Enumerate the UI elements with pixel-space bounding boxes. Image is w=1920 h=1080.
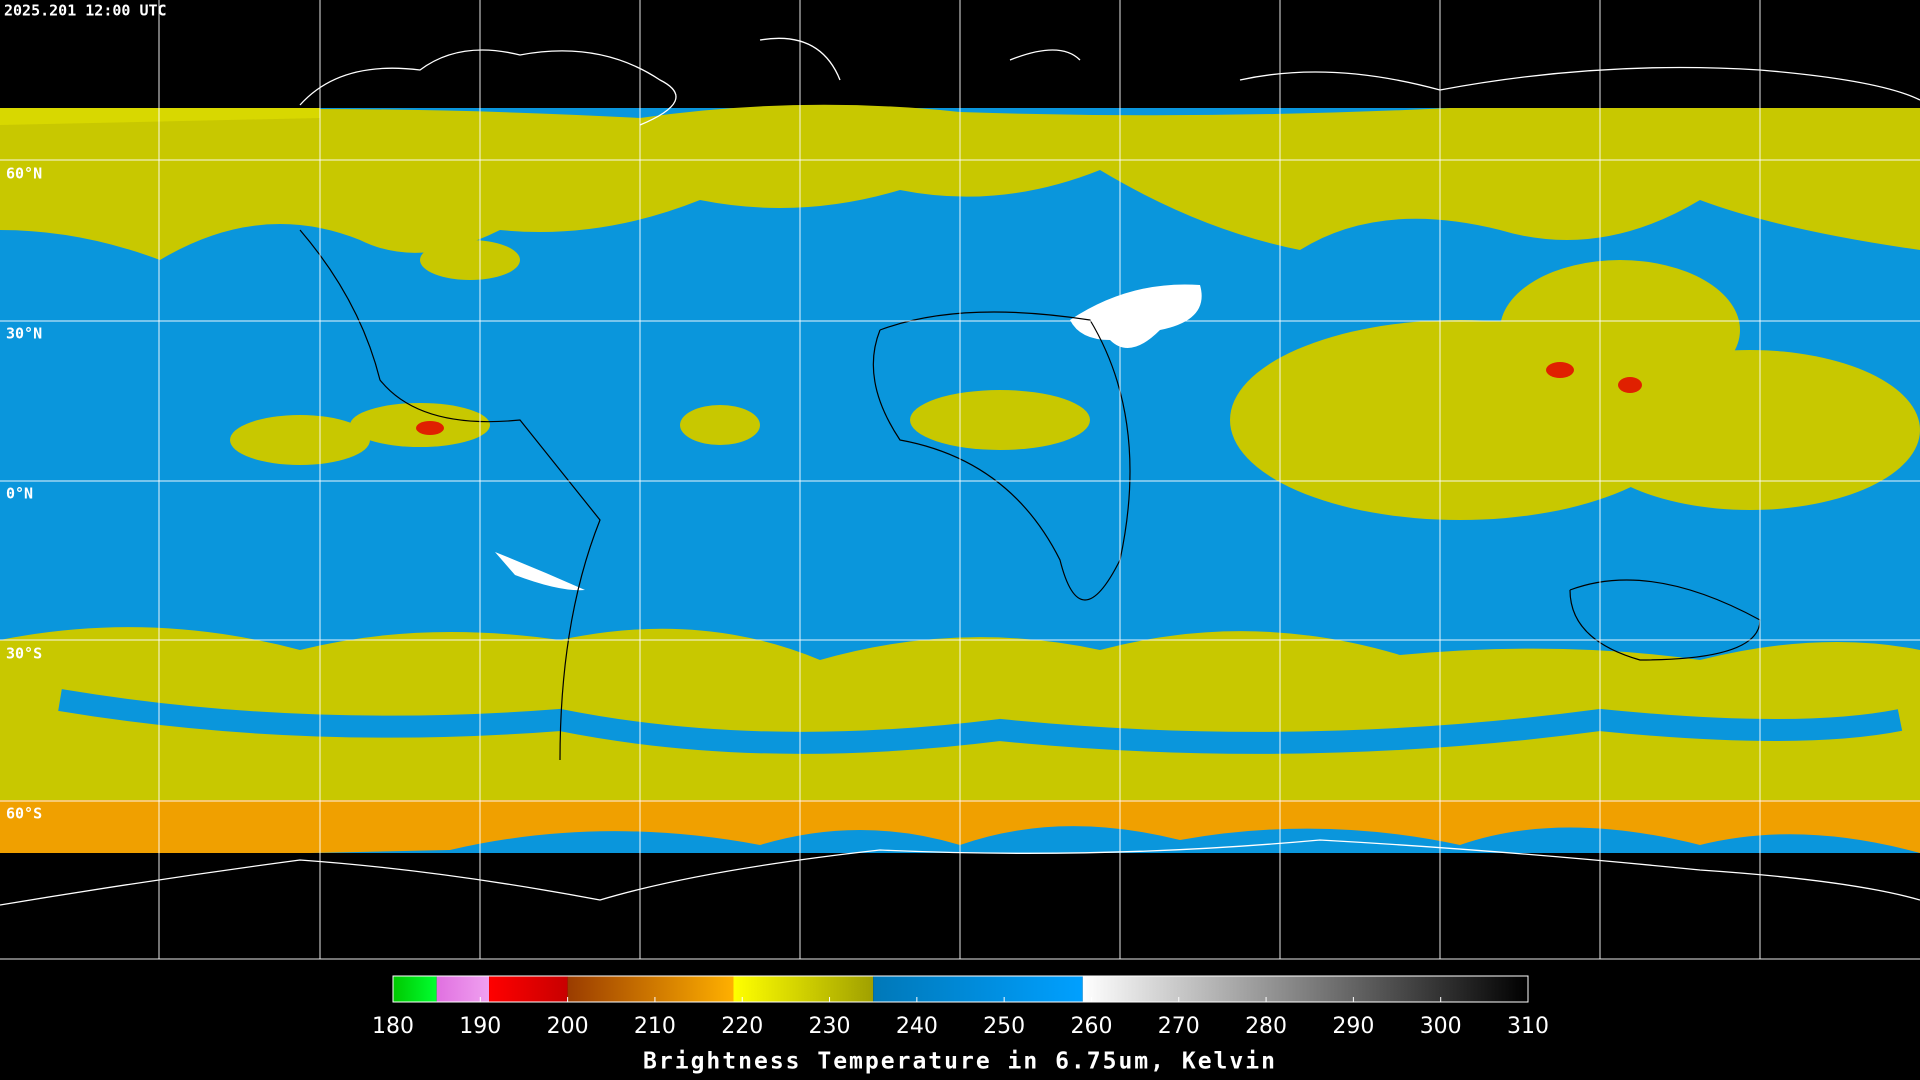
coastline-antarctica (0, 839, 1920, 906)
colorbar-segment (489, 976, 568, 1002)
moist-streak (58, 689, 1903, 754)
colorbar-tick-label: 280 (1245, 1014, 1287, 1039)
coastlines (0, 37, 1920, 906)
colorbar-tick-label: 230 (809, 1014, 851, 1039)
colorbar-segment (393, 976, 437, 1002)
convection-core (1618, 377, 1642, 393)
convection (230, 415, 370, 465)
colorbar-segment (1082, 976, 1528, 1002)
coastline (299, 229, 1761, 761)
coastline-north (299, 37, 1920, 126)
latitude-label: 30°N (6, 325, 42, 343)
colorbar-tick-label: 270 (1158, 1014, 1200, 1039)
colorbar-segment (567, 976, 734, 1002)
colorbar-segment (873, 976, 1083, 1002)
dry-patch (1070, 284, 1202, 348)
latitude-label: 60°S (6, 805, 42, 823)
colorbar-segment (733, 976, 874, 1002)
colorbar-tick-label: 260 (1070, 1014, 1112, 1039)
dry-band-edge (0, 108, 320, 125)
convection (910, 390, 1090, 450)
colorbar-tick-label: 220 (721, 1014, 763, 1039)
convection (420, 240, 520, 280)
graticule (0, 0, 1920, 960)
colorbar-tick-label: 210 (634, 1014, 676, 1039)
colorbar-tick-label: 200 (547, 1014, 589, 1039)
latitude-label: 60°N (6, 165, 42, 183)
dry-patch (495, 552, 585, 591)
timestamp: 2025.201 12:00 UTC (4, 2, 167, 20)
convection (1500, 260, 1740, 400)
colorbar-tick-label: 310 (1507, 1014, 1549, 1039)
colorbar-tick-label: 290 (1332, 1014, 1374, 1039)
colorbar-frame (392, 975, 1529, 1003)
colorbar-tick-label: 250 (983, 1014, 1025, 1039)
colorbar-tick-label: 190 (459, 1014, 501, 1039)
convection-core (416, 421, 444, 435)
colorbar-segment (436, 976, 490, 1002)
convection (680, 405, 760, 445)
latitude-label: 0°N (6, 485, 33, 503)
colorbar-tick-label: 180 (372, 1014, 414, 1039)
colorbar-tick-label: 240 (896, 1014, 938, 1039)
latitude-label: 30°S (6, 645, 42, 663)
colorbar-tick-label: 300 (1420, 1014, 1462, 1039)
convection-core (1546, 362, 1574, 378)
colorbar-title: Brightness Temperature in 6.75um, Kelvin (643, 1049, 1277, 1075)
colorbar: 180 190 200 210 220 230 240 250 260 270 280 290 300 3… (372, 975, 1549, 1039)
